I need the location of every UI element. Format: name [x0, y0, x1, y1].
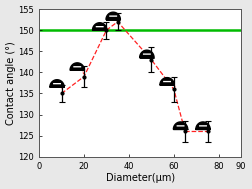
FancyBboxPatch shape — [53, 83, 61, 84]
Polygon shape — [50, 80, 64, 87]
Polygon shape — [92, 23, 107, 30]
FancyBboxPatch shape — [109, 15, 117, 17]
FancyBboxPatch shape — [96, 26, 104, 27]
FancyBboxPatch shape — [177, 125, 184, 127]
Polygon shape — [160, 78, 174, 85]
Polygon shape — [173, 122, 188, 129]
FancyBboxPatch shape — [73, 66, 81, 67]
Y-axis label: Contact angle (°): Contact angle (°) — [6, 41, 16, 125]
FancyBboxPatch shape — [163, 81, 171, 82]
FancyBboxPatch shape — [143, 53, 151, 55]
Polygon shape — [106, 12, 120, 20]
Polygon shape — [70, 63, 84, 70]
Polygon shape — [140, 50, 154, 58]
Polygon shape — [196, 122, 210, 129]
X-axis label: Diameter(μm): Diameter(μm) — [106, 174, 175, 184]
FancyBboxPatch shape — [199, 125, 207, 127]
